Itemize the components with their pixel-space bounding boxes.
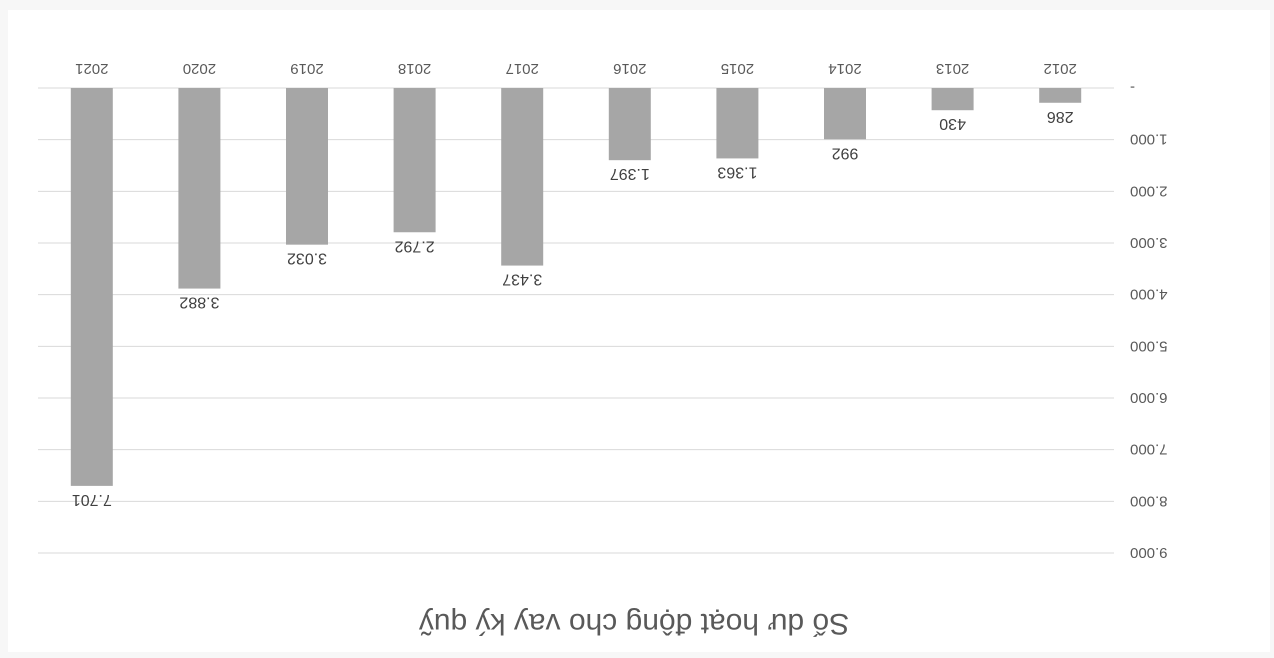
x-tick-label: 2019: [290, 60, 323, 77]
y-tick-label: 5.000: [1130, 337, 1168, 354]
data-label: 286: [1047, 108, 1074, 125]
bar: [501, 88, 544, 266]
x-tick-label: 2021: [75, 60, 108, 77]
x-tick-label: 2018: [398, 60, 431, 77]
x-tick-label: 2015: [721, 60, 754, 77]
x-tick-label: 2013: [936, 60, 969, 77]
x-tick-label: 2014: [828, 60, 861, 77]
x-tick-label: 2016: [613, 60, 646, 77]
data-label: 3.882: [179, 294, 219, 311]
y-tick-label: -: [1130, 79, 1135, 96]
data-label: 2.792: [394, 237, 434, 254]
x-tick-label: 2017: [506, 60, 539, 77]
chart-title: Số dư hoạt động cho vay ký quỹ: [419, 607, 849, 640]
data-label: 1.397: [610, 165, 650, 182]
bar: [608, 88, 651, 161]
data-label: 3.437: [502, 271, 542, 288]
bar: [178, 88, 221, 289]
x-tick-label: 2012: [1044, 60, 1077, 77]
bar: [1039, 88, 1082, 103]
value-labels: 286 430 992 1.363 1.397 3.437 2.792 3.032 3.882 7…: [72, 108, 1074, 508]
data-label: 430: [939, 115, 966, 132]
y-tick-label: 1.000: [1130, 131, 1168, 148]
x-axis-ticks: 2012 2013 2014 2015 2016 2017 2018 2019 2020 2021: [75, 60, 1077, 77]
bar: [70, 88, 113, 486]
bars: [70, 88, 1082, 486]
y-tick-label: 3.000: [1130, 234, 1168, 251]
bar: [716, 88, 759, 159]
x-tick-label: 2020: [183, 60, 216, 77]
y-axis-ticks: - 1.000 2.000 3.000 4.000 5.000 6.000 7.000 8.00…: [1130, 79, 1168, 561]
data-label: 1.363: [717, 163, 757, 180]
y-tick-label: 7.000: [1130, 441, 1168, 458]
bar: [393, 88, 436, 233]
y-tick-label: 2.000: [1130, 182, 1168, 199]
bar: [824, 88, 866, 140]
data-label: 992: [832, 144, 859, 161]
bar: [931, 88, 974, 111]
y-tick-label: 6.000: [1130, 389, 1168, 406]
data-label: 7.701: [72, 491, 112, 508]
y-tick-label: 8.000: [1130, 492, 1168, 509]
bar: [286, 88, 328, 245]
y-tick-label: 9.000: [1130, 544, 1168, 561]
data-label: 3.032: [287, 250, 327, 267]
y-tick-label: 4.000: [1130, 286, 1168, 303]
